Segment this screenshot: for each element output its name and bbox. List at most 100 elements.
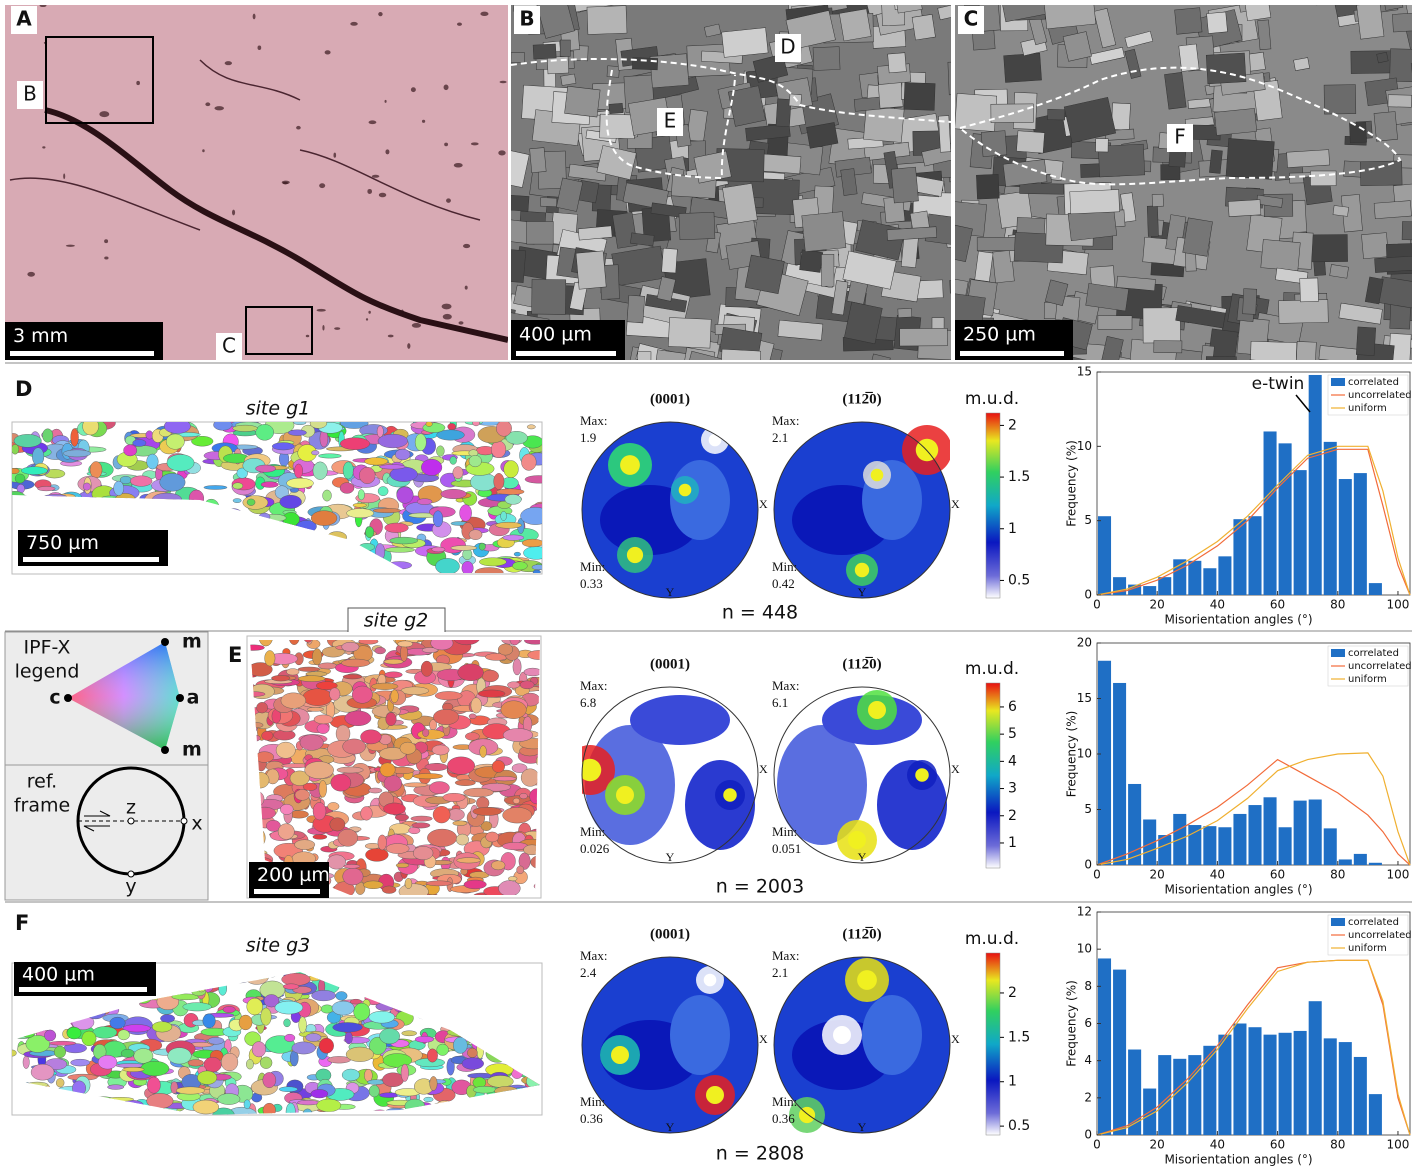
x-tick-label: 80 xyxy=(1330,1138,1345,1152)
grain xyxy=(318,663,337,669)
grain xyxy=(430,1076,438,1090)
ipf-label: c xyxy=(49,687,60,709)
grain xyxy=(314,715,333,724)
y-tick-label: 2 xyxy=(1084,1090,1092,1104)
site-label: site g3 xyxy=(246,935,311,957)
contour xyxy=(862,995,922,1075)
grain xyxy=(750,179,800,215)
bar xyxy=(1233,1024,1246,1136)
bar xyxy=(1279,827,1292,865)
grain xyxy=(512,562,527,570)
grain xyxy=(441,489,467,499)
bar xyxy=(1309,1001,1322,1135)
grain xyxy=(540,198,556,207)
contour xyxy=(868,701,886,719)
grain xyxy=(482,670,499,682)
bar xyxy=(1098,958,1111,1135)
bar xyxy=(1098,516,1111,595)
grain xyxy=(14,434,41,447)
pore xyxy=(258,46,262,50)
x-tick-label: 0 xyxy=(1093,868,1101,882)
grain xyxy=(492,760,505,772)
grain xyxy=(395,814,408,820)
bar xyxy=(1354,473,1367,595)
image-group xyxy=(582,422,758,598)
grain xyxy=(607,66,619,78)
grain xyxy=(110,1017,126,1029)
grain xyxy=(508,195,529,211)
grain xyxy=(401,687,429,695)
colorbar xyxy=(986,953,1000,1135)
y-tick-label: 0 xyxy=(1084,858,1092,872)
x-tick-label: 100 xyxy=(1387,1138,1410,1152)
grain xyxy=(317,1099,341,1112)
grain xyxy=(276,742,295,758)
grain xyxy=(246,1059,253,1069)
grain xyxy=(1096,139,1109,152)
colorbar-tick-label: 1.5 xyxy=(1008,1029,1030,1045)
grain xyxy=(252,1042,266,1057)
grain xyxy=(313,802,326,820)
ipf-label: m xyxy=(182,631,202,653)
grain xyxy=(167,454,194,471)
colorbar xyxy=(986,683,1000,868)
grain xyxy=(15,474,25,483)
colorbar-tick-label: 1.5 xyxy=(1008,469,1030,485)
axis-label: Y xyxy=(666,850,675,864)
grain xyxy=(341,659,370,667)
grain xyxy=(1356,327,1375,356)
grain xyxy=(491,441,506,458)
bar xyxy=(1294,470,1307,595)
scale-bar xyxy=(23,557,159,562)
grain xyxy=(426,421,433,426)
grain xyxy=(286,669,299,676)
min-label: Min: xyxy=(580,824,605,839)
grain xyxy=(287,478,314,488)
bar xyxy=(1218,1035,1231,1135)
pore xyxy=(350,22,357,26)
x-tick-label: 20 xyxy=(1150,598,1165,612)
grain xyxy=(330,818,345,831)
grain xyxy=(453,1037,467,1053)
contour xyxy=(857,970,877,990)
grain xyxy=(457,858,481,863)
grain xyxy=(312,649,322,666)
scale-bar-label: 3 mm xyxy=(13,325,68,347)
contour xyxy=(704,974,717,987)
grain xyxy=(464,880,486,889)
grain xyxy=(470,473,496,491)
pore xyxy=(378,12,382,16)
plane-label: (0001) xyxy=(650,391,690,407)
grain xyxy=(323,490,332,501)
grain xyxy=(342,1069,360,1081)
max-value: 2.4 xyxy=(580,965,597,980)
grain xyxy=(530,148,547,173)
plane-label: (0001) xyxy=(650,656,690,672)
pore xyxy=(454,163,463,168)
contour xyxy=(871,469,884,482)
grain xyxy=(384,659,404,664)
grain xyxy=(288,430,306,436)
pore xyxy=(379,193,386,198)
grain xyxy=(1287,150,1330,168)
legend-label: uncorrelated xyxy=(1348,661,1412,672)
grain xyxy=(188,1060,204,1067)
grain xyxy=(375,647,386,654)
grain xyxy=(282,973,311,985)
plane-label: (112̅0) xyxy=(842,926,881,942)
min-label: Min: xyxy=(772,559,797,574)
grain xyxy=(390,537,418,544)
grain xyxy=(776,99,791,127)
grain xyxy=(1048,109,1065,120)
grain xyxy=(337,767,363,773)
legend-title: IPF-X xyxy=(24,637,71,659)
grain xyxy=(722,183,757,224)
grain xyxy=(1300,278,1319,302)
grain xyxy=(318,454,341,458)
scale-bar xyxy=(960,351,1064,356)
bar xyxy=(1339,859,1352,865)
grain xyxy=(799,250,822,273)
grain xyxy=(821,254,834,286)
axis-label: X xyxy=(759,762,768,776)
grain xyxy=(524,668,542,676)
